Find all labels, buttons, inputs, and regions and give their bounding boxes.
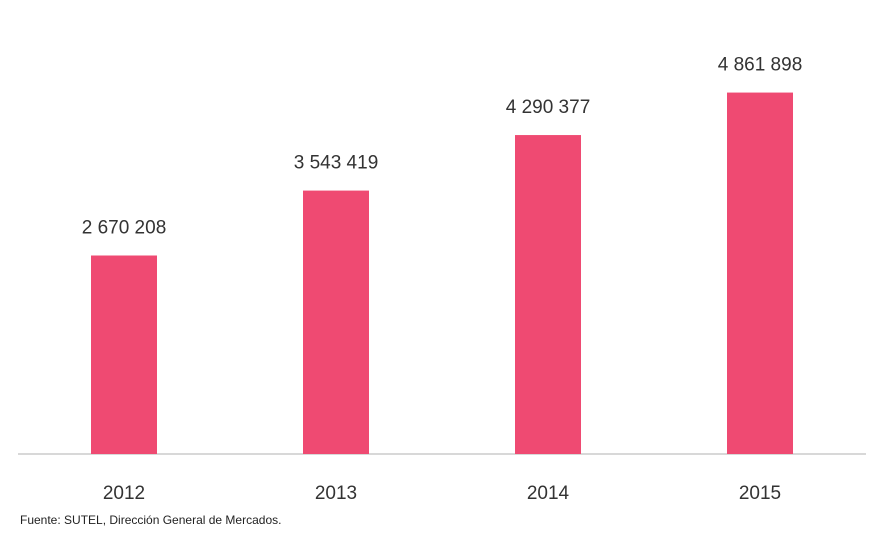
source-note: Fuente: SUTEL, Dirección General de Merc… (20, 513, 282, 527)
bar-2014 (515, 135, 581, 454)
x-tick-label-2013: 2013 (315, 483, 357, 504)
bar-2012 (91, 255, 157, 454)
data-label-2013: 3 543 419 (294, 153, 379, 174)
bar-2013 (303, 190, 369, 455)
x-tick-label-2014: 2014 (527, 483, 570, 504)
data-label-2014: 4 290 377 (506, 97, 591, 118)
data-label-2012: 2 670 208 (82, 217, 167, 238)
data-label-2015: 4 861 898 (718, 55, 803, 76)
x-tick-label-2012: 2012 (103, 483, 145, 504)
x-tick-label-2015: 2015 (739, 483, 781, 504)
bar-2015 (727, 92, 793, 455)
